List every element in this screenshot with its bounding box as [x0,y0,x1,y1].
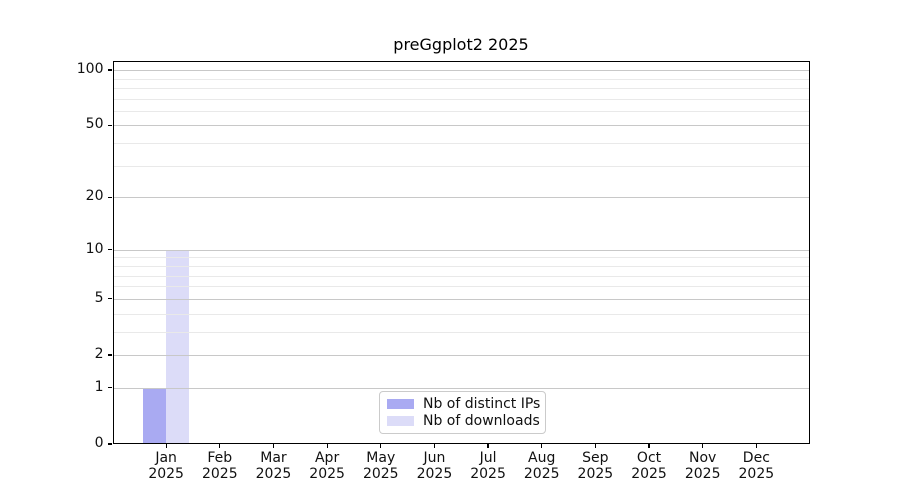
x-tick-mark [272,444,275,448]
grid-line-minor [113,313,809,315]
x-tick-label: Mar 2025 [241,450,305,482]
x-tick-label: Dec 2025 [724,450,788,482]
y-tick-label: 2 [94,345,104,362]
x-tick-label: Sep 2025 [563,450,627,482]
grid-line-minor [113,110,809,112]
grid-line-major [113,70,809,72]
legend-label-downloads: Nb of downloads [423,413,540,429]
x-tick-month: Jan [155,450,177,466]
bar-nb-of-downloads [166,249,190,444]
x-tick-month: Jun [423,450,446,466]
x-tick-year: 2025 [523,466,560,482]
x-tick-month: Oct [636,450,662,466]
x-tick-year: 2025 [201,466,238,482]
y-tick-mark [108,443,112,445]
x-tick-month: May [366,450,396,466]
y-tick-label: 50 [85,116,104,133]
x-tick-mark [219,444,221,448]
grid-line-minor [113,331,809,333]
x-tick-month: Jul [479,450,497,466]
grid-line-minor [113,98,809,100]
y-tick-mark [108,298,112,300]
x-tick-year: 2025 [309,466,345,482]
grid-line-minor [113,87,809,89]
y-tick-label: 5 [94,289,104,306]
x-tick-month: Feb [207,450,233,466]
x-tick-year: 2025 [362,466,399,482]
y-tick-label: 1 [94,378,104,395]
x-tick-year: 2025 [738,466,775,482]
x-tick-label: Apr 2025 [295,450,359,482]
x-tick-label: Jan 2025 [134,450,198,482]
y-tick-mark [108,69,112,71]
x-tick-month: Mar [260,450,287,466]
y-tick-mark [108,249,112,251]
grid-line-minor [113,257,809,259]
y-tick-mark [108,124,112,127]
x-tick-year: 2025 [577,466,614,482]
x-tick-month: Nov [689,450,717,466]
x-tick-label: Nov 2025 [671,450,735,482]
y-tick-label: 100 [76,61,104,78]
x-tick-mark [594,444,596,448]
x-tick-label: Jun 2025 [402,450,466,482]
x-tick-month: Aug [528,450,556,466]
x-tick-month: Apr [314,450,340,466]
x-tick-mark [487,444,489,448]
x-tick-label: Jul 2025 [456,450,520,482]
y-tick-mark [108,196,112,198]
grid-line-major [113,125,809,127]
grid-line-major [113,387,809,389]
grid-line-minor [113,165,809,167]
legend: Nb of distinct IPs Nb of downloads [379,391,546,434]
grid-line-major [113,197,809,199]
x-tick-mark [648,444,650,448]
x-tick-year: 2025 [470,466,506,482]
y-tick-label: 0 [94,435,104,451]
x-tick-year: 2025 [684,466,721,482]
x-tick-mark [541,444,543,448]
x-tick-year: 2025 [148,466,184,482]
y-tick-label: 20 [85,188,104,205]
grid-line-minor [113,275,809,277]
x-tick-year: 2025 [416,466,453,482]
x-tick-label: May 2025 [349,450,413,482]
grid-line-minor [113,143,809,145]
x-tick-label: Feb 2025 [188,450,252,482]
grid-line-minor [113,78,809,80]
x-tick-mark [326,444,328,448]
x-tick-mark [380,444,382,448]
x-tick-year: 2025 [631,466,667,482]
grid-line-major [113,249,809,251]
bar-nb-of-distinct-ips [143,387,167,444]
grid-line-major [113,354,809,356]
y-tick-label: 10 [85,240,104,257]
x-tick-label: Oct 2025 [617,450,681,482]
legend-swatch-distinct-ips [387,399,414,409]
x-tick-month: Dec [742,450,770,466]
legend-item-downloads: Nb of downloads [387,413,540,429]
legend-swatch-downloads [387,416,414,426]
x-tick-month: Sep [582,450,609,466]
x-tick-mark [165,444,167,448]
legend-label-distinct-ips: Nb of distinct IPs [423,396,541,412]
y-tick-mark [108,354,112,356]
legend-item-distinct-ips: Nb of distinct IPs [387,396,541,412]
grid-line-minor [113,265,809,267]
y-tick-mark [108,387,112,389]
x-tick-mark [433,444,435,448]
grid-line-major [113,298,809,300]
x-tick-mark [702,444,704,448]
x-tick-year: 2025 [255,466,292,482]
x-tick-label: Aug 2025 [510,450,574,482]
grid-line-minor [113,286,809,288]
plot-area [112,61,810,444]
chart-title: preGgplot2 2025 [393,35,529,54]
x-tick-mark [755,444,757,448]
